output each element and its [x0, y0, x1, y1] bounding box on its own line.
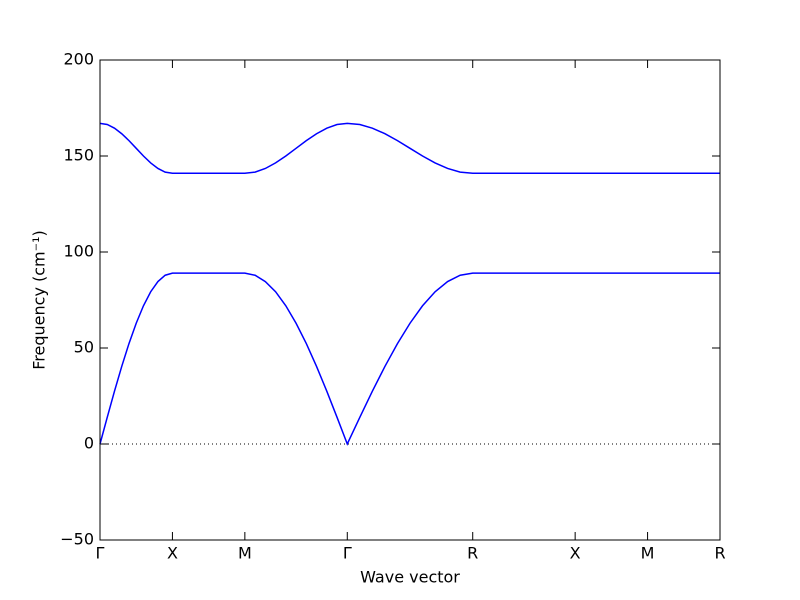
y-tick-label: 150: [63, 146, 94, 165]
x-tick-label: R: [467, 544, 478, 563]
x-axis-label: Wave vector: [360, 568, 460, 587]
y-tick-label: 0: [84, 434, 94, 453]
y-axis-label: Frequency (cm⁻¹): [30, 230, 49, 369]
x-tick-label: X: [167, 544, 178, 563]
x-tick-label: Γ: [343, 544, 352, 563]
y-tick-label: −50: [60, 530, 94, 549]
x-tick-label: M: [641, 544, 655, 563]
x-tick-label: Γ: [96, 544, 105, 563]
y-tick-label: 200: [63, 50, 94, 69]
y-tick-label: 50: [74, 338, 94, 357]
x-tick-label: R: [714, 544, 725, 563]
plot-frame: [99, 59, 721, 541]
x-tick-label: X: [570, 544, 581, 563]
band-line: [99, 122, 720, 175]
band-line: [99, 272, 720, 446]
y-tick-label: 100: [63, 242, 94, 261]
x-tick-label: M: [238, 544, 252, 563]
